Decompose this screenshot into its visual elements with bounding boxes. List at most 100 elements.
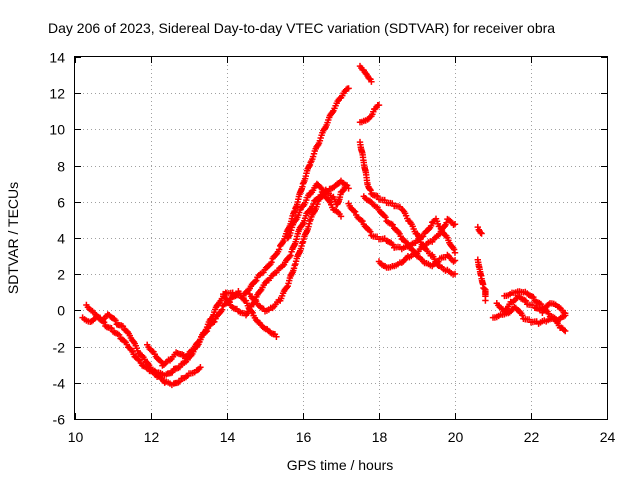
x-tick-label: 10	[68, 429, 84, 445]
chart-title: Day 206 of 2023, Sidereal Day-to-day VTE…	[48, 20, 555, 36]
series-track-17	[501, 288, 569, 325]
series-track-7	[356, 62, 375, 85]
x-tick-label: 24	[600, 429, 616, 445]
y-axis-label: SDTVAR / TECUs	[5, 182, 21, 294]
y-tick-label: 14	[49, 50, 65, 66]
data-point	[157, 357, 164, 364]
data-point	[197, 364, 204, 371]
data-point	[450, 246, 458, 253]
data-point	[100, 319, 108, 326]
data-point	[288, 227, 295, 234]
data-point	[451, 270, 459, 278]
x-tick-label: 12	[144, 429, 160, 445]
series-track-15	[493, 293, 569, 317]
y-tick-label: 8	[57, 159, 65, 175]
series-track-2	[79, 313, 204, 389]
data-point	[273, 333, 280, 340]
data-point	[252, 278, 259, 285]
axis-ticks	[75, 57, 608, 420]
data-point	[519, 312, 526, 319]
x-tick-label: 22	[524, 429, 540, 445]
series-track-13	[474, 223, 485, 237]
data-point	[99, 318, 107, 325]
y-tick-label: 6	[57, 195, 65, 211]
data-point	[389, 221, 396, 228]
data-point	[351, 208, 359, 215]
x-tick-label: 18	[372, 429, 388, 445]
data-point	[169, 369, 176, 376]
data-point	[451, 257, 459, 264]
x-tick-label: 14	[220, 429, 236, 445]
data-point	[202, 328, 209, 336]
data-point	[482, 297, 489, 304]
x-tick-label: 16	[296, 429, 312, 445]
data-point	[451, 221, 459, 228]
plot-frame	[74, 56, 608, 420]
data-point	[345, 185, 352, 192]
data-point	[112, 317, 119, 324]
data-point	[309, 153, 317, 160]
data-point	[275, 246, 283, 253]
data-point	[374, 192, 381, 200]
data-point	[203, 327, 211, 335]
y-axis-tick-labels: -6 -4 -2 0 2 4 6 8 10 12 14	[49, 50, 65, 428]
data-point	[367, 228, 374, 235]
data-point	[451, 249, 459, 256]
series-track-12	[375, 215, 459, 271]
data-point	[427, 222, 435, 230]
data-point	[382, 214, 389, 221]
series-track-10	[360, 193, 459, 270]
y-tick-label: -6	[53, 412, 66, 428]
data-point	[367, 187, 374, 194]
x-axis-tick-labels: 10 12 14 16 18 20 22 24	[68, 429, 616, 445]
data-point	[268, 259, 275, 266]
data-point	[545, 301, 552, 308]
x-tick-label: 20	[448, 429, 464, 445]
data-point	[314, 200, 321, 208]
series-track-11	[345, 200, 459, 256]
data-point	[358, 217, 365, 224]
data-point	[257, 287, 264, 295]
series-track-6	[284, 180, 345, 242]
data-point	[226, 299, 233, 306]
y-tick-label: -4	[53, 376, 66, 392]
data-point	[321, 191, 328, 198]
data-point	[337, 213, 345, 220]
data-point	[287, 252, 294, 259]
grid-lines	[75, 57, 607, 419]
data-point	[350, 207, 358, 215]
data-point	[530, 293, 537, 301]
series-track-4	[220, 177, 352, 319]
data-point	[522, 297, 529, 304]
data-point	[225, 298, 232, 305]
data-point	[119, 323, 127, 330]
data-point	[375, 101, 383, 109]
y-tick-label: 4	[57, 231, 65, 247]
y-tick-label: -2	[53, 340, 66, 356]
data-point	[115, 331, 123, 339]
series-track-3	[144, 288, 280, 369]
x-axis-label: GPS time / hours	[287, 457, 394, 473]
data-point	[253, 277, 260, 284]
data-point	[283, 284, 290, 291]
data-point	[368, 78, 375, 85]
data-point	[345, 85, 352, 92]
data-point	[108, 325, 115, 332]
data-marks	[79, 62, 569, 389]
y-tick-label: 0	[57, 303, 65, 319]
data-point	[359, 217, 366, 225]
data-point	[339, 187, 347, 195]
y-tick-label: 2	[57, 267, 65, 283]
y-tick-label: 10	[49, 122, 65, 138]
data-point	[478, 230, 485, 237]
data-point	[562, 327, 569, 335]
series-track-8	[356, 101, 383, 126]
data-point	[218, 306, 226, 313]
data-point	[180, 352, 187, 359]
data-point	[341, 183, 348, 191]
data-point	[560, 326, 568, 334]
data-point	[211, 318, 218, 325]
data-point	[537, 300, 545, 308]
series-track-14	[474, 256, 489, 304]
y-tick-label: 12	[49, 86, 65, 102]
